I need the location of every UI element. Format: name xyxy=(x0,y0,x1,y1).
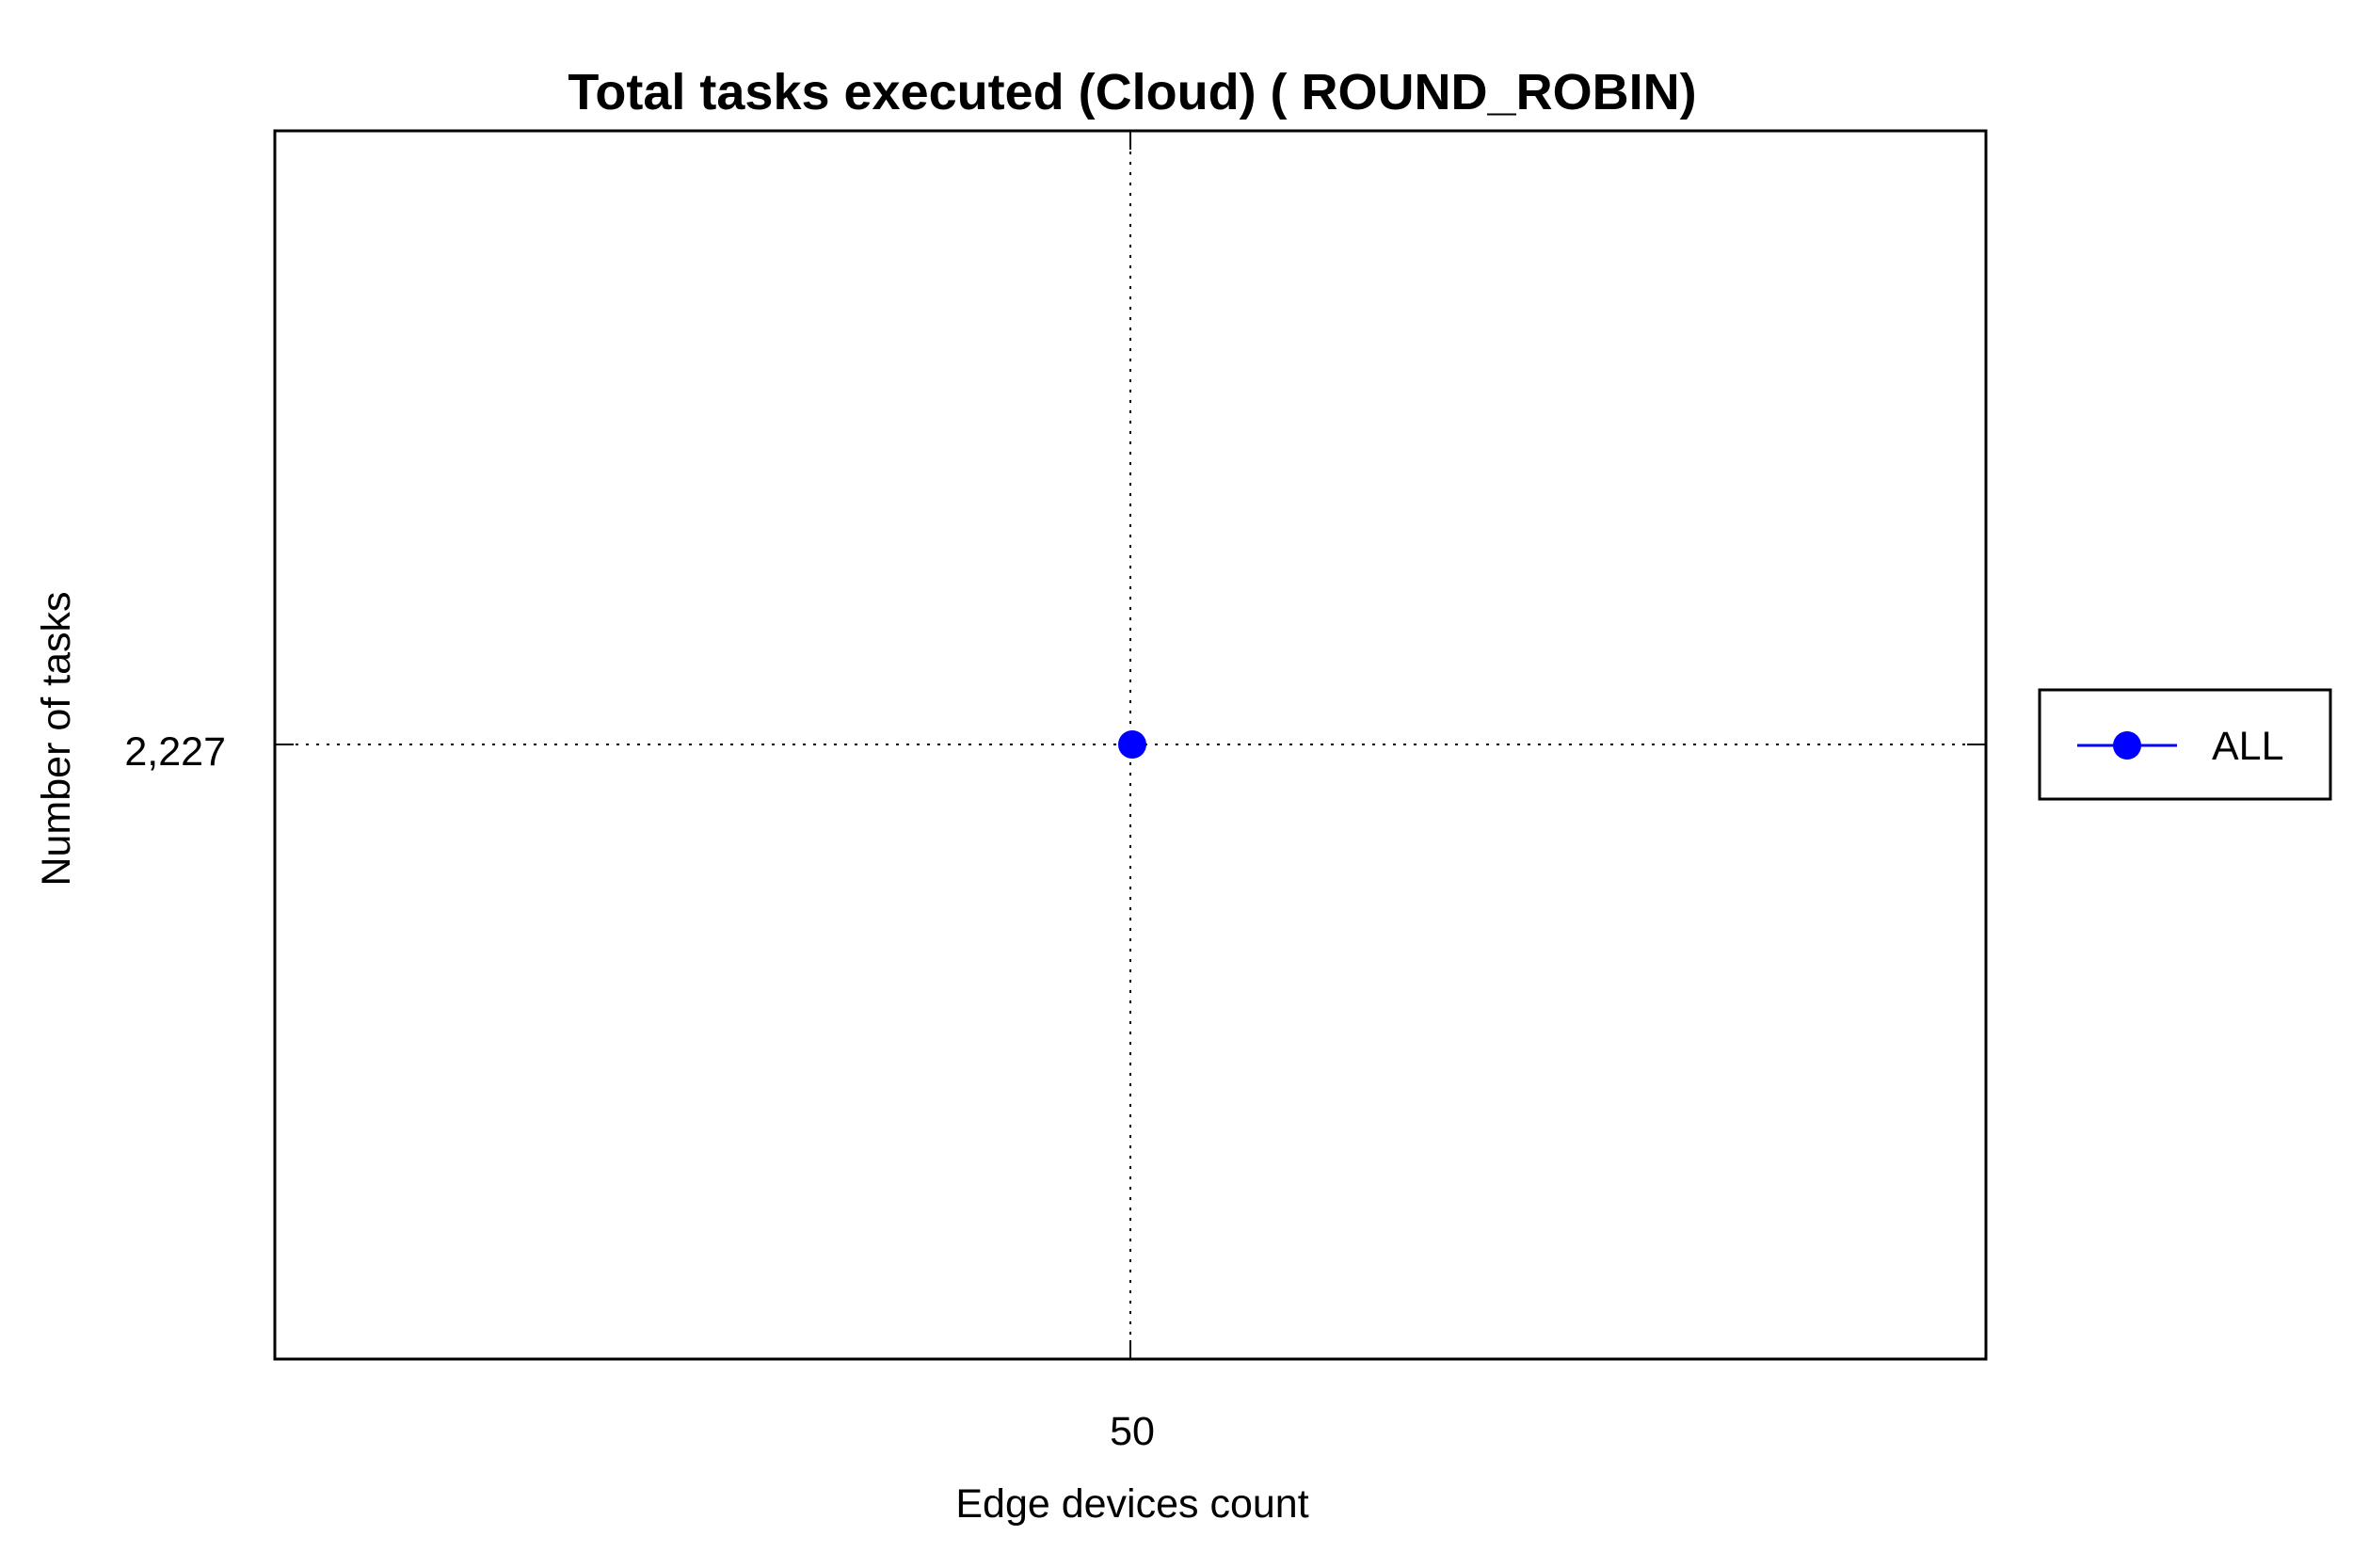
y-axis-label: Number of tasks xyxy=(34,591,79,886)
y-tick-label: 2,227 xyxy=(124,729,226,775)
axis-ticks xyxy=(275,131,1986,1359)
legend-label: ALL xyxy=(2212,724,2284,769)
x-axis-label: Edge devices count xyxy=(955,1481,1308,1527)
data-point-all-0 xyxy=(1118,730,1146,759)
x-tick-label: 50 xyxy=(1110,1409,1155,1454)
series-layer xyxy=(1118,730,1146,759)
legend-marker-sample xyxy=(2113,731,2141,760)
chart-title: Total tasks executed (Cloud) ( ROUND_ROB… xyxy=(568,64,1696,120)
legend: ALL xyxy=(2038,688,2332,801)
